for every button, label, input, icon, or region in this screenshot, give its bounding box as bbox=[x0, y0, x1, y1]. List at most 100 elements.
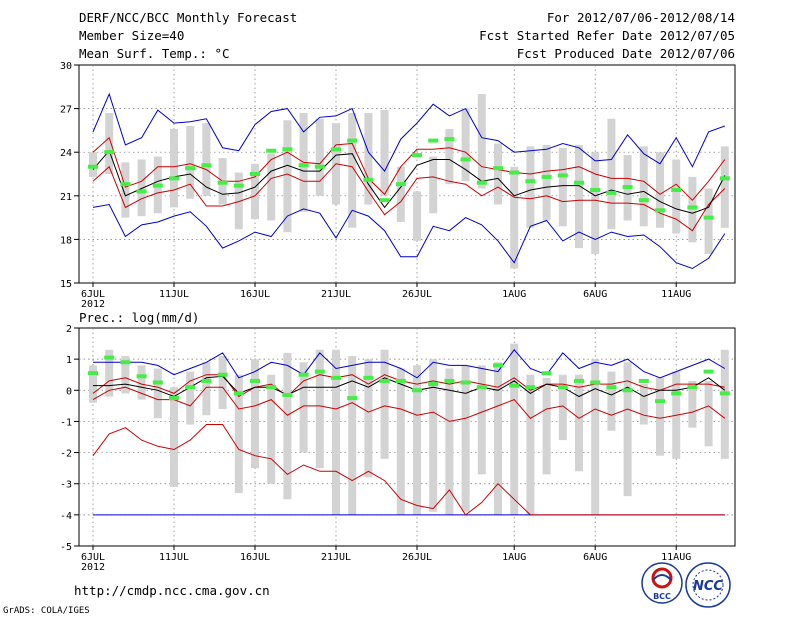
forecast-marker bbox=[638, 198, 649, 203]
ensemble-box bbox=[315, 118, 324, 196]
fcst-started-date: Fcst Started Refer Date 2012/07/05 bbox=[479, 28, 735, 43]
forecast-marker bbox=[250, 172, 260, 176]
ensemble-box bbox=[413, 191, 421, 241]
forecast-marker bbox=[687, 385, 698, 390]
forecast-marker bbox=[476, 385, 487, 390]
ensemble-box bbox=[445, 368, 454, 515]
x-tick-label: 6AUG bbox=[583, 289, 607, 300]
fcst-produced-date: Fcst Produced Date 2012/07/06 bbox=[517, 46, 735, 61]
ensemble-box bbox=[202, 362, 211, 416]
forecast-marker bbox=[460, 157, 471, 162]
forecast-marker bbox=[298, 372, 309, 377]
forecast-marker bbox=[314, 164, 325, 169]
forecast-marker bbox=[412, 388, 422, 393]
series-ensemble-mean bbox=[92, 149, 726, 214]
ensemble-box bbox=[461, 108, 470, 182]
ensemble-box bbox=[656, 152, 664, 228]
ensemble-box bbox=[153, 368, 162, 419]
ensemble-box bbox=[251, 163, 259, 220]
ensemble-box bbox=[720, 349, 729, 459]
x-tick-label: 6AUG bbox=[583, 552, 607, 563]
forecast-marker bbox=[250, 378, 260, 383]
ensemble-box bbox=[704, 188, 713, 254]
ensemble-box bbox=[283, 352, 292, 500]
x-tick-label: 6JUL bbox=[81, 552, 105, 563]
series-ensemble-min bbox=[92, 92, 725, 172]
ensemble-box bbox=[510, 343, 519, 515]
forecast-marker bbox=[428, 138, 439, 143]
year-label: 2012 bbox=[81, 562, 105, 573]
x-tick-label: 26JUL bbox=[402, 289, 432, 300]
forecast-marker bbox=[444, 137, 455, 142]
forecast-marker bbox=[379, 378, 390, 383]
forecast-marker bbox=[185, 385, 196, 390]
forecast-marker bbox=[638, 378, 649, 383]
ensemble-box bbox=[170, 128, 178, 208]
ensemble-box bbox=[688, 176, 697, 243]
source-url[interactable]: http://cmdp.ncc.cma.gov.cn bbox=[74, 583, 270, 598]
forecast-marker bbox=[622, 185, 633, 190]
y-tick-label: 30 bbox=[60, 61, 72, 72]
ensemble-box bbox=[121, 162, 130, 218]
ensemble-box bbox=[380, 349, 389, 459]
forecast-marker bbox=[152, 183, 163, 188]
ensemble-box bbox=[105, 112, 114, 174]
ensemble-box bbox=[591, 359, 600, 515]
ensemble-box bbox=[720, 146, 729, 228]
x-tick-label: 11AUG bbox=[661, 552, 691, 563]
y-tick-label: -3 bbox=[60, 480, 72, 491]
forecast-marker bbox=[509, 383, 520, 388]
y-tick-label: -5 bbox=[60, 542, 72, 553]
forecast-marker bbox=[185, 166, 196, 171]
ensemble-box bbox=[121, 356, 130, 394]
forecast-marker bbox=[703, 215, 714, 220]
ensemble-box bbox=[461, 365, 470, 512]
ensemble-box bbox=[348, 356, 357, 515]
forecast-marker bbox=[687, 205, 698, 210]
forecast-marker bbox=[298, 163, 309, 168]
forecast-marker bbox=[719, 391, 730, 396]
ensemble-box bbox=[170, 387, 178, 487]
forecast-marker bbox=[120, 182, 131, 187]
ensemble-box bbox=[429, 156, 438, 214]
ensemble-box bbox=[639, 384, 648, 425]
ncc-logo-text: NCC bbox=[693, 579, 723, 594]
series-ensemble-max bbox=[92, 203, 726, 270]
forecast-marker bbox=[217, 372, 228, 377]
forecast-marker bbox=[395, 378, 406, 383]
x-tick-label: 11JUL bbox=[159, 552, 189, 563]
y-tick-label: 1 bbox=[66, 355, 72, 366]
ensemble-box bbox=[396, 368, 405, 515]
ensemble-box bbox=[672, 159, 681, 234]
y-tick-label: 15 bbox=[60, 279, 72, 290]
chart-title: DERF/NCC/BCC Monthly Forecast bbox=[79, 10, 297, 25]
forecast-marker bbox=[606, 385, 617, 390]
y-tick-label: -1 bbox=[60, 417, 72, 428]
x-tick-label: 21JUL bbox=[321, 552, 351, 563]
ensemble-box bbox=[477, 365, 486, 475]
forecast-marker bbox=[412, 153, 422, 158]
ensemble-box bbox=[364, 359, 373, 478]
forecast-marker bbox=[104, 355, 115, 360]
bcc-logo: BCC bbox=[641, 562, 683, 604]
series-lower-spread bbox=[92, 163, 726, 232]
forecast-marker bbox=[331, 147, 341, 152]
ensemble-box bbox=[332, 349, 340, 515]
ensemble-box bbox=[315, 349, 324, 469]
ensemble-box bbox=[89, 365, 97, 403]
forecast-marker bbox=[719, 176, 730, 181]
ensemble-box bbox=[445, 128, 454, 185]
forecast-marker bbox=[201, 378, 212, 383]
forecast-marker bbox=[233, 183, 244, 188]
ensemble-box bbox=[477, 94, 486, 189]
ensemble-box bbox=[186, 126, 195, 199]
x-tick-label: 6JUL bbox=[81, 289, 105, 300]
ensemble-box bbox=[396, 166, 405, 222]
forecast-marker bbox=[233, 391, 244, 396]
forecast-marker bbox=[136, 374, 147, 379]
forecast-marker bbox=[460, 380, 471, 385]
ensemble-box bbox=[542, 377, 551, 475]
y-tick-label: 2 bbox=[66, 324, 72, 335]
y-tick-label: -4 bbox=[60, 511, 72, 522]
y-tick-label: 21 bbox=[60, 192, 72, 203]
